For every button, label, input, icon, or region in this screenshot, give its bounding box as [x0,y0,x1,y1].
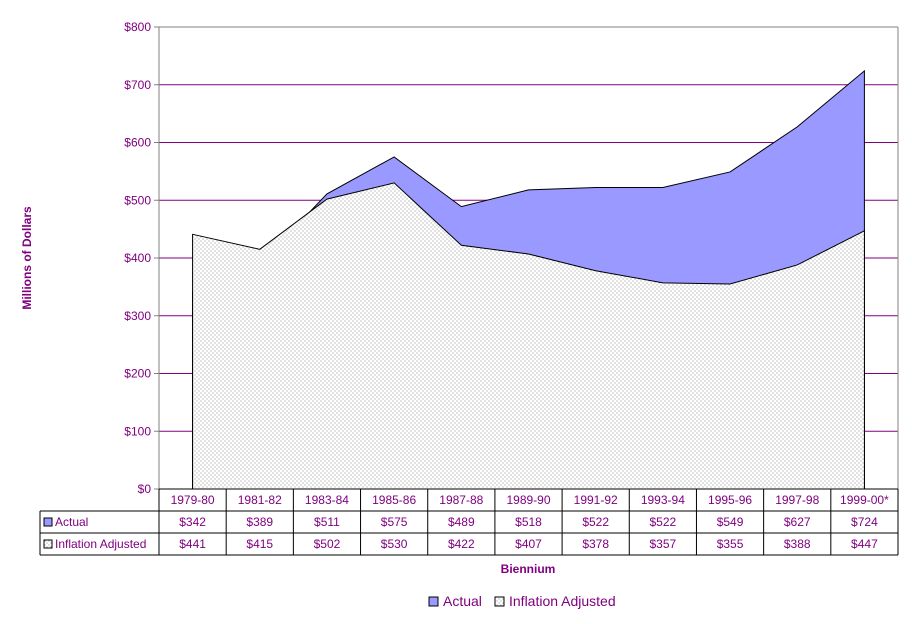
table-cell: $389 [246,515,273,529]
table-cell: $522 [582,515,609,529]
y-tick-label: $600 [124,136,151,150]
x-tick-label: 1999-00* [840,493,889,507]
legend: Actual Inflation Adjusted [428,593,616,609]
table-cell: $511 [314,515,340,529]
y-tick-label: $200 [124,367,151,381]
x-tick-label: 1997-98 [775,493,819,507]
y-tick-label: $700 [124,78,151,92]
table-legend-key [43,517,53,527]
legend-key-inflation [494,596,505,607]
legend-label-actual: Actual [443,593,482,609]
y-tick-label: $100 [124,424,151,438]
table-cell: $627 [784,515,811,529]
table-cell: $489 [448,515,475,529]
table-cell: $407 [515,537,542,551]
table-series-name: Actual [55,515,88,529]
y-axis-title: Millions of Dollars [20,206,34,310]
data-table: 1979-80 1981-82 1983-84 1985-86 1987-88 1989-… [39,488,899,556]
table-cell: $518 [515,515,542,529]
x-tick-label: 1983-84 [305,493,349,507]
table-cell: $355 [717,537,744,551]
inflation-adjusted-area [192,182,865,490]
table-cell: $575 [381,515,408,529]
table-cell: $357 [650,537,677,551]
y-tick-label: $0 [138,482,152,496]
table-cell: $724 [851,515,878,529]
x-tick-label: 1987-88 [439,493,483,507]
y-tick-label: $300 [124,309,151,323]
x-tick-label: 1989-90 [506,493,550,507]
legend-label-inflation: Inflation Adjusted [509,593,616,609]
x-tick-label: 1991-92 [574,493,618,507]
table-cell: $342 [179,515,206,529]
table-cell: $441 [179,537,206,551]
table-cell: $549 [717,515,744,529]
table-cell: $447 [851,537,878,551]
x-tick-label: 1995-96 [708,493,752,507]
y-tick-label: $400 [124,251,151,265]
legend-key-actual [428,596,439,607]
table-series-name: Inflation Adjusted [55,537,146,551]
table-cell: $530 [381,537,408,551]
table-legend-key [43,539,53,549]
table-cell: $502 [314,537,341,551]
table-cell: $422 [448,537,475,551]
x-tick-label: 1979-80 [171,493,215,507]
table-cell: $522 [650,515,677,529]
plot-areas [192,69,865,490]
y-tick-label: $500 [124,193,151,207]
x-tick-label: 1981-82 [238,493,282,507]
table-cell: $388 [784,537,811,551]
x-axis-title: Biennium [501,562,556,576]
table-cell: $378 [582,537,609,551]
table-cell: $415 [246,537,273,551]
x-tick-label: 1993-94 [641,493,685,507]
axes: $0 $100 $200 $300 $400 $500 $600 $700 $800 [124,20,899,496]
x-tick-label: 1985-86 [372,493,416,507]
y-tick-label: $800 [124,20,151,34]
